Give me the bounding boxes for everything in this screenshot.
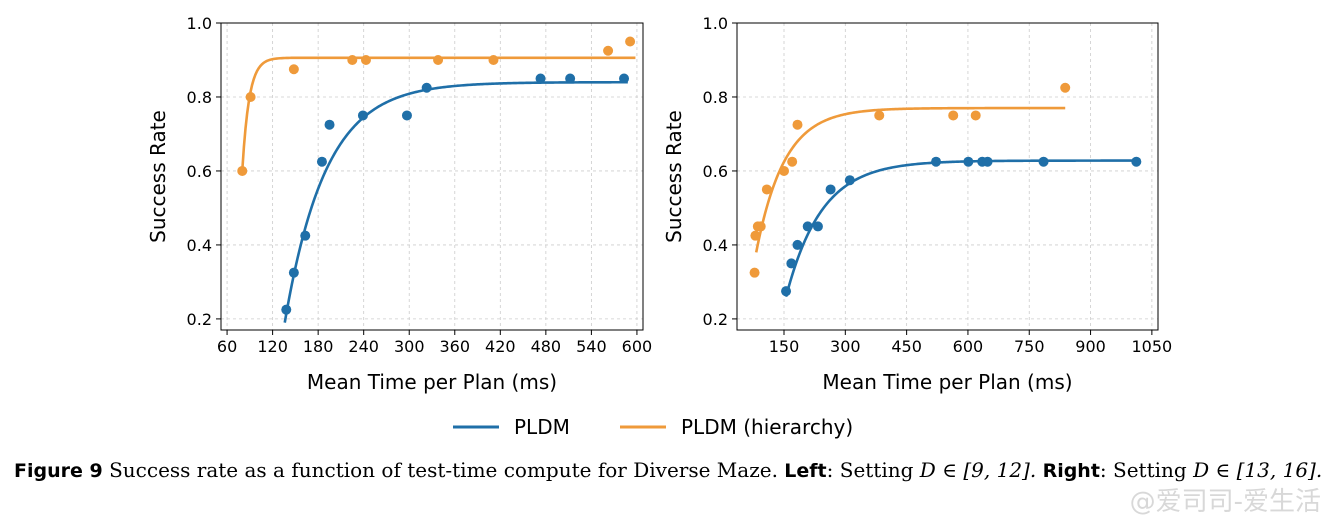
- left-point-pldm-0: [281, 304, 292, 315]
- caption-figure-label: Figure 9: [14, 460, 103, 482]
- right-point-pldm-10: [982, 156, 993, 167]
- left-axes-frame: [220, 22, 644, 331]
- caption-text: Success rate as a function of test-time …: [109, 458, 778, 482]
- left-xtick-label-1: 120: [257, 337, 288, 356]
- figure-caption: Figure 9 Success rate as a function of t…: [14, 455, 1324, 486]
- right-xtick-label-6: 1050: [1132, 337, 1173, 356]
- left-point-pldm-hierarchy-0: [237, 165, 248, 176]
- right-point-pldm-hierarchy-6: [787, 156, 798, 167]
- caption-left-text: : Setting: [826, 458, 914, 482]
- left-point-pldm-hierarchy-4: [360, 54, 371, 65]
- right-point-pldm-hierarchy-5: [779, 165, 790, 176]
- caption-right-text: : Setting: [1099, 458, 1187, 482]
- left-point-pldm-8: [535, 73, 546, 84]
- right-point-pldm-8: [963, 156, 974, 167]
- right-point-pldm-12: [1131, 156, 1142, 167]
- left-point-pldm-2: [300, 230, 311, 241]
- left-xtick-label-7: 480: [531, 337, 562, 356]
- right-point-pldm-11: [1038, 156, 1049, 167]
- right-point-pldm-5: [825, 184, 836, 195]
- left-point-pldm-10: [619, 73, 630, 84]
- right-point-pldm-hierarchy-3: [755, 221, 766, 232]
- right-point-pldm-1: [786, 258, 797, 269]
- right-point-pldm-hierarchy-4: [761, 184, 772, 195]
- left-point-pldm-5: [357, 110, 368, 121]
- left-point-pldm-hierarchy-7: [603, 45, 614, 56]
- left-point-pldm-6: [401, 110, 412, 121]
- right-ytick-label-1: 0.4: [703, 236, 728, 255]
- left-xtick-label-8: 540: [576, 337, 607, 356]
- left-point-pldm-hierarchy-8: [625, 36, 636, 47]
- left-point-pldm-hierarchy-6: [488, 54, 499, 65]
- right-xtick-label-4: 750: [1014, 337, 1045, 356]
- right-ytick-label-0: 0.2: [703, 310, 728, 329]
- right-point-pldm-hierarchy-10: [970, 110, 981, 121]
- right-point-pldm-hierarchy-8: [874, 110, 885, 121]
- right-xlabel: Mean Time per Plan (ms): [822, 370, 1072, 394]
- figure-plots: 60 120 180 240 300 360 420 480 540 600 0.2 0.4 0.6 0.…: [146, 14, 1172, 439]
- left-point-pldm-4: [324, 119, 335, 130]
- right-xtick-label-0: 150: [769, 337, 800, 356]
- left-point-pldm-hierarchy-5: [433, 54, 444, 65]
- left-fit-curve-pldm: [283, 80, 628, 323]
- right-xtick-label-5: 900: [1075, 337, 1106, 356]
- caption-right-label: Right: [1042, 460, 1100, 482]
- left-xtick-label-4: 300: [394, 337, 425, 356]
- right-xtick-label-2: 450: [891, 337, 922, 356]
- left-point-pldm-hierarchy-1: [245, 91, 256, 102]
- left-xtick-label-2: 180: [303, 337, 334, 356]
- left-fit-curve-pldm-hierarchy: [240, 56, 636, 172]
- right-point-pldm-hierarchy-11: [1060, 82, 1071, 93]
- right-point-pldm-7: [931, 156, 942, 167]
- legend-label-pldm: PLDM: [514, 415, 570, 439]
- left-ytick-label-4: 1.0: [187, 14, 212, 33]
- right-ylabel: Success Rate: [662, 110, 686, 243]
- right-chart-panel: 150 300 450 600 750 900 1050 0.2 0.4 0.6 0.8 1.0 Mea…: [662, 14, 1172, 394]
- right-point-pldm-3: [802, 221, 813, 232]
- left-point-pldm-hierarchy-3: [347, 54, 358, 65]
- left-xlabel: Mean Time per Plan (ms): [307, 370, 557, 394]
- left-point-pldm-9: [565, 73, 576, 84]
- left-point-pldm-7: [421, 82, 432, 93]
- left-ytick-label-1: 0.4: [187, 236, 212, 255]
- left-chart-panel: 60 120 180 240 300 360 420 480 540 600 0.2 0.4 0.6 0.…: [146, 14, 652, 394]
- left-point-pldm-hierarchy-2: [288, 64, 299, 75]
- right-axes-frame: [736, 22, 1159, 331]
- left-point-pldm-1: [288, 267, 299, 278]
- right-xtick-label-1: 300: [830, 337, 861, 356]
- right-point-pldm-hierarchy-9: [948, 110, 959, 121]
- right-point-pldm-0: [781, 286, 792, 297]
- legend: PLDM PLDM (hierarchy): [453, 415, 853, 439]
- right-point-pldm-hierarchy-0: [749, 267, 760, 278]
- right-ytick-label-3: 0.8: [703, 88, 728, 107]
- right-point-pldm-hierarchy-7: [792, 119, 803, 130]
- right-point-pldm-6: [844, 175, 855, 186]
- right-ytick-label-4: 1.0: [703, 14, 728, 33]
- caption-right-math: D ∈ [13, 16].: [1193, 458, 1323, 482]
- left-ylabel: Success Rate: [146, 110, 170, 243]
- right-point-pldm-2: [792, 239, 803, 250]
- left-xtick-label-6: 420: [485, 337, 516, 356]
- right-fit-curve-pldm: [784, 159, 1137, 298]
- caption-left-math: D ∈ [9, 12].: [919, 458, 1037, 482]
- right-xtick-label-3: 600: [953, 337, 984, 356]
- right-point-pldm-hierarchy-1: [750, 230, 761, 241]
- left-ytick-label-3: 0.8: [187, 88, 212, 107]
- left-xtick-label-0: 60: [217, 337, 237, 356]
- left-ytick-label-2: 0.6: [187, 162, 212, 181]
- left-xtick-label-5: 360: [439, 337, 470, 356]
- left-point-pldm-3: [316, 156, 327, 167]
- right-ytick-label-2: 0.6: [703, 162, 728, 181]
- left-xtick-label-9: 600: [622, 337, 653, 356]
- left-xtick-label-3: 240: [348, 337, 379, 356]
- caption-left-label: Left: [784, 460, 827, 482]
- left-ytick-label-0: 0.2: [187, 310, 212, 329]
- right-fit-curve-pldm-hierarchy: [754, 106, 1066, 253]
- legend-label-pldm-hierarchy: PLDM (hierarchy): [681, 415, 853, 439]
- right-point-pldm-4: [812, 221, 823, 232]
- watermark: @爱司司-爱生活: [1129, 487, 1321, 517]
